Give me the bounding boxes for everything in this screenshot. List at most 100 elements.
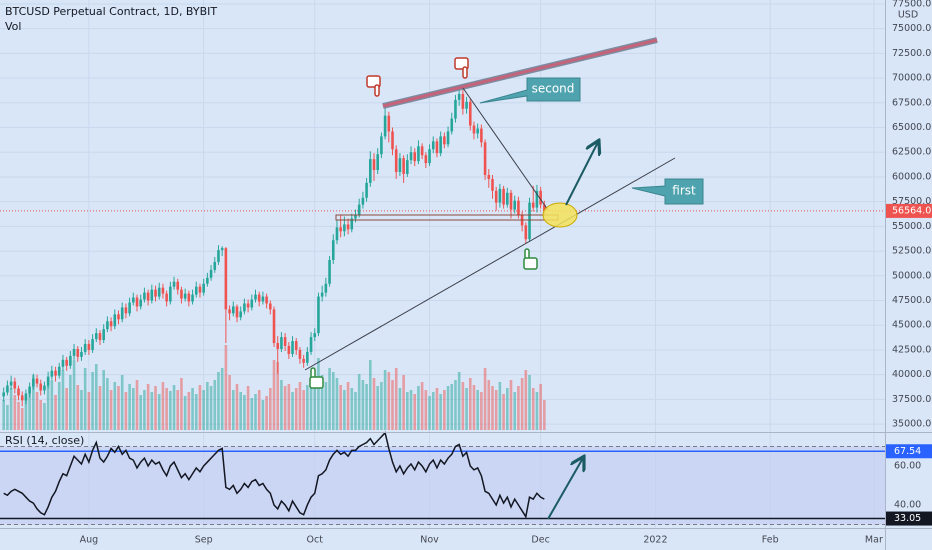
x-tick-label: Dec xyxy=(531,535,549,546)
rsi-tick-label: 60.00 xyxy=(894,460,921,471)
volume-bar xyxy=(535,392,539,430)
candle-body xyxy=(383,115,387,137)
volume-bar xyxy=(9,388,13,430)
candle-body xyxy=(446,131,450,145)
candle-body xyxy=(102,329,105,341)
volume-bar xyxy=(443,390,446,430)
candle-body xyxy=(280,337,283,349)
volume-bar xyxy=(46,385,50,430)
volume-bar xyxy=(365,384,368,430)
volume-bar xyxy=(80,390,83,430)
candle-body xyxy=(239,311,242,318)
rsi-tick-label: 40.00 xyxy=(894,499,921,510)
volume-bar xyxy=(109,390,113,430)
volume-bar xyxy=(239,392,242,430)
candle-body xyxy=(487,174,491,179)
candle-body xyxy=(9,381,13,386)
candle-body xyxy=(472,125,476,134)
volume-bar xyxy=(87,392,91,430)
candle-body xyxy=(331,240,335,260)
volume-bar xyxy=(209,386,213,430)
callout xyxy=(479,77,581,104)
volume-bar xyxy=(372,378,376,430)
y-tick-label: 50000.0 xyxy=(892,270,931,281)
candle-body xyxy=(61,359,65,367)
candle-body xyxy=(209,269,213,278)
y-tick-label: 47500.0 xyxy=(892,295,931,306)
callout xyxy=(631,178,704,205)
volume-bar xyxy=(491,386,494,430)
candle-body xyxy=(39,383,43,391)
candle-body xyxy=(146,292,150,301)
volume-bar xyxy=(306,385,309,430)
volume-bar xyxy=(276,362,280,430)
y-tick-label: 77500.0 xyxy=(892,0,931,9)
volume-bar xyxy=(450,384,454,430)
volume-bar xyxy=(206,382,209,430)
candle-body xyxy=(380,136,383,155)
candle-body xyxy=(346,224,350,230)
y-tick-label: 52500.0 xyxy=(892,246,931,257)
volume-bar xyxy=(180,378,183,430)
candle-body xyxy=(387,115,391,132)
chart-title: BTCUSD Perpetual Contract, 1D, BYBIT xyxy=(5,5,217,18)
volume-bar xyxy=(439,394,442,430)
candle-body xyxy=(154,289,157,297)
volume-bar xyxy=(354,392,357,430)
volume-bar xyxy=(350,388,354,430)
y-tick-label: 42500.0 xyxy=(892,344,931,355)
volume-bar xyxy=(468,378,472,430)
candle-body xyxy=(457,93,461,100)
volume-bar xyxy=(183,396,187,430)
candle-body xyxy=(265,296,268,304)
hand-icon xyxy=(309,367,324,389)
candle-body xyxy=(368,159,372,183)
candle-body xyxy=(176,281,180,290)
rsi-level-box xyxy=(886,511,932,526)
candle-body xyxy=(83,344,87,352)
candle-body xyxy=(220,248,224,251)
candle-body xyxy=(228,309,231,314)
candle-body xyxy=(243,303,246,312)
volume-bar xyxy=(331,372,335,430)
hand-icon xyxy=(523,248,538,270)
volume-bar xyxy=(102,370,105,430)
candle-body xyxy=(461,93,465,109)
volume-bar xyxy=(257,390,261,430)
candle-body xyxy=(539,190,542,205)
candle-body xyxy=(57,366,61,376)
volume-bar xyxy=(317,358,320,430)
candle-body xyxy=(391,131,394,150)
candle-body xyxy=(420,146,424,156)
volume-bar xyxy=(476,390,479,430)
volume-bar xyxy=(57,382,61,430)
y-tick-label: 60000.0 xyxy=(892,171,931,182)
candle-body xyxy=(143,292,146,300)
rsi-line xyxy=(3,431,545,519)
volume-bar xyxy=(294,388,298,430)
volume-bar xyxy=(169,391,172,430)
volume-bar xyxy=(339,385,342,430)
volume-bar xyxy=(539,384,542,430)
candle-body xyxy=(150,289,154,301)
candle-body xyxy=(428,149,431,164)
volume-bar xyxy=(254,394,257,430)
candle-body xyxy=(343,224,346,232)
candle-body xyxy=(335,227,339,241)
volume-bar xyxy=(191,388,194,430)
candle-body xyxy=(65,359,68,366)
volume-bar xyxy=(528,375,531,430)
last-price-box xyxy=(886,203,932,218)
volume-bar xyxy=(35,392,39,430)
candle-body xyxy=(254,294,257,300)
candle-body xyxy=(76,348,80,357)
candle-body xyxy=(535,190,539,208)
volume-bar xyxy=(457,372,461,430)
candle-body xyxy=(376,154,379,171)
support-line xyxy=(304,157,676,371)
volume-bar xyxy=(198,385,202,430)
volume-bar xyxy=(76,385,80,430)
volume-bar xyxy=(94,364,98,430)
candle-body xyxy=(409,152,413,161)
candle-body xyxy=(198,286,202,293)
